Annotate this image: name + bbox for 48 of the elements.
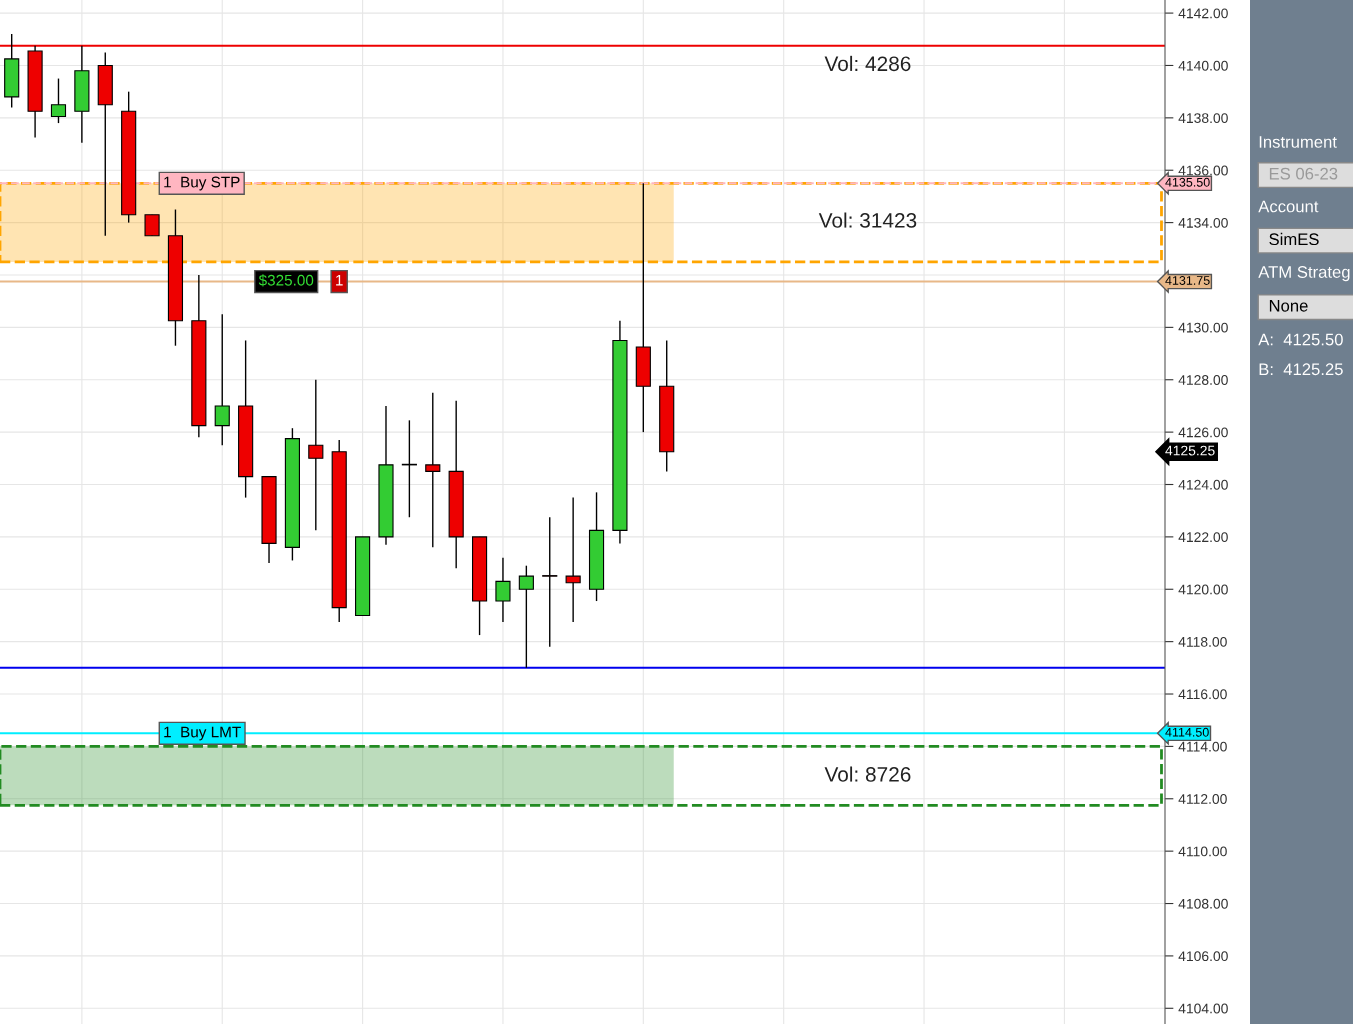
candlestick (425, 392, 441, 549)
text: A: 4125.50 (1258, 333, 1343, 346)
y-tick-label: 4110.00 (1178, 846, 1227, 857)
candlestick (50, 77, 67, 124)
candlestick (565, 496, 581, 623)
text: SimES (1269, 232, 1319, 246)
candlestick (518, 564, 534, 669)
annotation: Vol: 4286 (824, 55, 911, 72)
y-tick-label: 4120.00 (1178, 584, 1228, 595)
text: None (1269, 300, 1308, 312)
annotation: Vol: 31423 (818, 212, 917, 228)
text: ATM Strateg (1258, 266, 1350, 282)
y-tick-label: 4116.00 (1178, 689, 1227, 700)
candlestick (308, 379, 324, 532)
y-tick-label: 4128.00 (1178, 375, 1228, 385)
text: 4125.25 (1165, 445, 1215, 456)
y-tick-label: 4130.00 (1178, 322, 1228, 333)
annotation: 1 Buy LMT (164, 726, 241, 741)
y-tick-label: 4142.00 (1178, 8, 1228, 19)
y-tick-label: 4134.00 (1178, 217, 1228, 228)
y-tick-label: 4122.00 (1178, 532, 1228, 543)
y-tick-label: 4138.00 (1178, 113, 1228, 124)
ref-line-label: 4114.50 (1165, 727, 1209, 737)
annotation: 1 (336, 274, 343, 286)
candlestick (401, 419, 417, 518)
y-tick-label: 4114.00 (1178, 741, 1227, 752)
y-tick-label: 4126.00 (1178, 427, 1228, 438)
text: B: 4125.25 (1259, 363, 1343, 376)
y-tick-label: 4104.00 (1178, 1003, 1228, 1014)
y-tick-label: 4140.00 (1178, 60, 1228, 71)
candlestick (542, 516, 558, 648)
y-tick-label: 4118.00 (1178, 636, 1227, 647)
y-tick-label: 4112.00 (1178, 794, 1227, 804)
annotation: Vol: 8726 (824, 766, 911, 782)
y-tick-label: 4124.00 (1178, 479, 1228, 490)
annotation: 1 Buy STP (164, 176, 240, 191)
text: Instrument (1259, 136, 1337, 148)
text: Account (1258, 200, 1319, 213)
y-tick-label: 4106.00 (1178, 951, 1228, 962)
y-tick-label: 4108.00 (1178, 898, 1228, 909)
ref-line-label: 4135.50 (1165, 177, 1210, 187)
annotation: $325.00 (258, 274, 314, 287)
candlestick (144, 214, 160, 237)
y-tick-label: 4136.00 (1178, 165, 1228, 176)
ref-line-label: 4131.75 (1165, 276, 1210, 285)
candlestick (495, 557, 511, 623)
candlestick (214, 313, 230, 446)
text: ES 06-23 (1269, 167, 1338, 180)
